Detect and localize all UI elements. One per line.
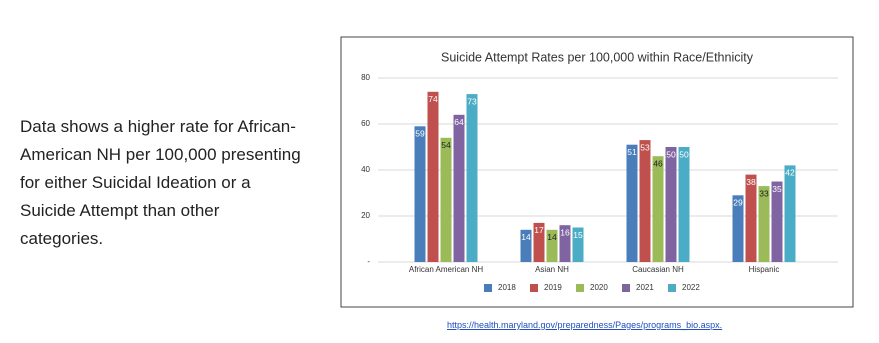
data-label: 29 (733, 198, 743, 208)
legend-label: 2022 (682, 283, 700, 292)
bar (745, 174, 757, 262)
y-tick-label: - (367, 257, 370, 266)
data-label: 14 (521, 232, 531, 242)
bar (652, 156, 664, 262)
y-tick-label: 80 (361, 73, 370, 82)
legend-swatch (668, 284, 676, 292)
bar (414, 126, 426, 262)
bar (559, 225, 571, 262)
bar (453, 114, 465, 262)
y-tick-label: 40 (361, 165, 370, 174)
bar (533, 222, 545, 262)
bar (520, 229, 532, 262)
legend-label: 2021 (636, 283, 654, 292)
bar (626, 144, 638, 262)
bar (732, 195, 744, 262)
data-label: 51 (627, 147, 637, 157)
legend-label: 2019 (544, 283, 562, 292)
bar (466, 94, 478, 262)
data-label: 50 (679, 149, 689, 159)
legend-swatch (576, 284, 584, 292)
legend-swatch (622, 284, 630, 292)
x-tick-label: Hispanic (749, 265, 780, 274)
data-label: 33 (759, 188, 769, 198)
data-label: 16 (560, 227, 570, 237)
bar (546, 229, 558, 262)
data-label: 54 (441, 140, 451, 150)
description: Data shows a higher rate for African-Ame… (20, 117, 301, 248)
data-label: 17 (534, 225, 544, 235)
legend-swatch (484, 284, 492, 292)
data-label: 59 (415, 129, 425, 139)
bar (440, 137, 452, 262)
x-tick-label: Caucasian NH (632, 265, 684, 274)
bar (771, 181, 783, 262)
y-tick-label: 60 (361, 119, 370, 128)
bar (784, 165, 796, 262)
data-label: 35 (772, 184, 782, 194)
data-label: 15 (573, 230, 583, 240)
data-label: 14 (547, 232, 557, 242)
bar (427, 91, 439, 262)
bar (665, 147, 677, 262)
source-link[interactable]: https://health.maryland.gov/preparedness… (447, 320, 723, 330)
bar (678, 147, 690, 262)
data-label: 53 (640, 142, 650, 152)
y-tick-label: 20 (361, 211, 370, 220)
bar (572, 227, 584, 262)
data-label: 64 (454, 117, 464, 127)
bar (758, 186, 770, 262)
legend-swatch (530, 284, 538, 292)
data-label: 42 (785, 168, 795, 178)
x-tick-label: Asian NH (535, 265, 569, 274)
bar (639, 140, 651, 262)
data-label: 73 (467, 96, 477, 106)
data-label: 38 (746, 177, 756, 187)
data-label: 46 (653, 158, 663, 168)
data-label: 50 (666, 149, 676, 159)
chart-title: Suicide Attempt Rates per 100,000 within… (441, 50, 754, 64)
legend-label: 2020 (590, 283, 608, 292)
x-tick-label: African American NH (409, 265, 483, 274)
data-label: 74 (428, 94, 438, 104)
legend-label: 2018 (498, 283, 516, 292)
